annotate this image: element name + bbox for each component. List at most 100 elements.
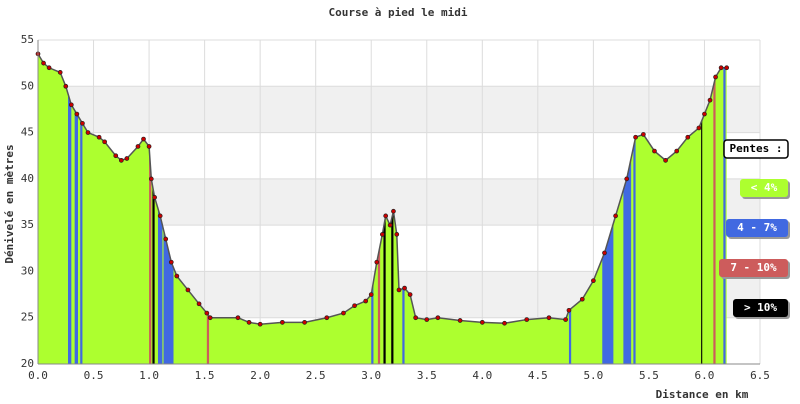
point bbox=[724, 65, 730, 71]
slope-stripe bbox=[391, 211, 394, 364]
point bbox=[633, 134, 638, 140]
y-tick-label: 50 bbox=[21, 79, 34, 92]
point bbox=[257, 321, 263, 327]
point bbox=[185, 287, 191, 293]
x-tick-label: 3.0 bbox=[361, 369, 381, 382]
point bbox=[204, 310, 210, 316]
slope-stripe bbox=[402, 288, 405, 364]
slope-stripe bbox=[377, 245, 381, 364]
x-tick-label: 5.0 bbox=[583, 369, 603, 382]
point bbox=[163, 236, 169, 242]
point bbox=[46, 65, 52, 71]
slope-stripe bbox=[149, 146, 152, 364]
slope-stripe bbox=[383, 215, 386, 364]
x-axis-label: Distance en km bbox=[656, 388, 749, 400]
point bbox=[324, 315, 330, 321]
x-tick-label: 2.0 bbox=[250, 369, 270, 382]
point bbox=[374, 259, 380, 265]
slope-stripe bbox=[371, 281, 374, 364]
x-tick-label: 2.5 bbox=[306, 369, 326, 382]
point bbox=[413, 315, 419, 321]
point bbox=[341, 310, 346, 316]
point bbox=[391, 208, 396, 214]
x-tick-label: 6.0 bbox=[695, 369, 715, 382]
slope-stripe bbox=[157, 208, 163, 364]
point bbox=[118, 157, 124, 163]
point bbox=[246, 319, 252, 325]
point bbox=[368, 292, 374, 297]
point bbox=[379, 232, 385, 237]
point bbox=[602, 250, 607, 256]
point bbox=[80, 120, 85, 126]
point bbox=[102, 139, 107, 145]
legend-label: 4 - 7% bbox=[737, 221, 777, 234]
slope-stripe bbox=[152, 185, 155, 364]
point bbox=[157, 213, 163, 219]
point bbox=[302, 319, 307, 325]
legend: Pentes : < 4% 4 - 7% 7 - 10% > 10% bbox=[719, 139, 790, 319]
point bbox=[563, 317, 568, 322]
point bbox=[235, 315, 241, 321]
point bbox=[74, 111, 80, 117]
point bbox=[168, 259, 174, 265]
point bbox=[85, 130, 91, 135]
point bbox=[502, 320, 507, 326]
slope-stripe bbox=[723, 67, 726, 365]
slope-stripe bbox=[623, 158, 632, 364]
point bbox=[641, 132, 646, 137]
slope-stripe bbox=[80, 119, 83, 365]
point bbox=[113, 153, 119, 159]
slope-stripe bbox=[568, 308, 572, 364]
point bbox=[396, 287, 402, 293]
y-tick-label: 30 bbox=[21, 264, 34, 277]
point bbox=[63, 83, 69, 89]
point bbox=[402, 285, 407, 291]
x-tick-label: 3.5 bbox=[417, 369, 437, 382]
point bbox=[280, 319, 285, 325]
y-tick-label: 55 bbox=[21, 33, 34, 46]
slope-stripe bbox=[713, 77, 716, 365]
point bbox=[174, 273, 180, 279]
point bbox=[702, 111, 707, 117]
point bbox=[141, 136, 146, 142]
point bbox=[546, 315, 552, 321]
chart-title: Course à pied le midi bbox=[328, 6, 467, 19]
point bbox=[674, 148, 680, 154]
grid-band bbox=[38, 86, 760, 133]
point bbox=[579, 296, 585, 302]
point bbox=[57, 70, 63, 75]
point bbox=[124, 156, 130, 161]
legend-swatch bbox=[740, 179, 788, 197]
legend-swatch bbox=[733, 299, 788, 317]
y-axis-label: Dénivelé en mètres bbox=[3, 144, 16, 263]
y-tick-label: 40 bbox=[21, 172, 34, 185]
x-tick-label: 1.5 bbox=[195, 369, 215, 382]
y-tick-label: 25 bbox=[21, 311, 34, 324]
x-tick-label: 4.0 bbox=[472, 369, 492, 382]
legend-title-box bbox=[723, 139, 789, 159]
point bbox=[152, 195, 157, 200]
point bbox=[435, 315, 441, 321]
slope-stripe bbox=[67, 93, 72, 364]
point bbox=[457, 318, 463, 323]
point bbox=[524, 317, 530, 322]
legend-title: Pentes : bbox=[730, 142, 783, 155]
point bbox=[479, 319, 485, 325]
point bbox=[685, 134, 691, 140]
point bbox=[146, 144, 152, 149]
point bbox=[207, 315, 213, 321]
slope-stripe bbox=[602, 223, 614, 364]
point bbox=[652, 148, 657, 154]
slope-stripe bbox=[633, 137, 636, 364]
point bbox=[407, 292, 413, 297]
point bbox=[718, 65, 724, 71]
x-tick-label: 0.0 bbox=[28, 369, 48, 382]
point bbox=[591, 278, 596, 284]
x-tick-label: 4.5 bbox=[528, 369, 548, 382]
slope-stripe bbox=[74, 110, 78, 365]
slope-stripe bbox=[701, 119, 703, 365]
y-tick-label: 35 bbox=[21, 218, 34, 231]
point bbox=[135, 144, 141, 149]
legend-label: > 10% bbox=[744, 301, 777, 314]
x-tick-label: 0.5 bbox=[84, 369, 104, 382]
